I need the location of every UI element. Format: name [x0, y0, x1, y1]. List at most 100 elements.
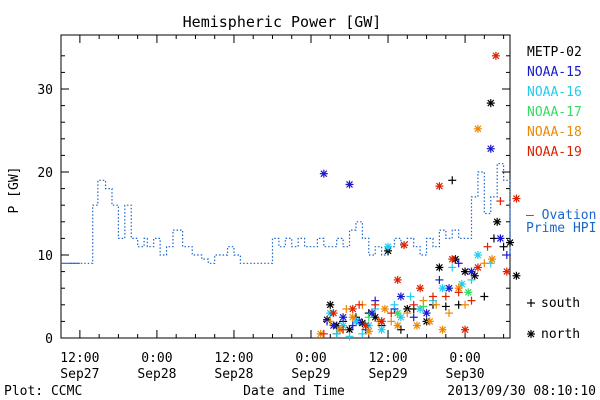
point-noaa-18-north: [412, 321, 421, 330]
x-tick-label-date: Sep29: [368, 367, 407, 382]
x-tick-label-date: Sep30: [446, 367, 485, 382]
point-noaa-18-south: [461, 300, 470, 309]
point-noaa-19-south: [319, 329, 328, 338]
footer-left: Plot: CCMC: [4, 384, 82, 399]
point-noaa-16-south: [448, 263, 457, 272]
point-noaa-15-north: [496, 234, 505, 243]
point-noaa-19-south: [409, 300, 418, 309]
point-noaa-18-south: [419, 296, 428, 305]
point-noaa-18-south: [480, 259, 489, 268]
legend-item-metp-02: METP-02: [527, 45, 582, 60]
point-metp-02-south: [480, 292, 489, 301]
point-noaa-16-north: [438, 284, 447, 293]
x-tick-label-time: 12:00: [368, 351, 407, 366]
point-metp-02-north: [326, 300, 335, 309]
point-metp-02-north: [486, 99, 495, 108]
legend-item-noaa-15: NOAA-15: [527, 65, 582, 80]
point-metp-02-north: [512, 271, 521, 280]
y-tick-label: 30: [37, 83, 53, 98]
point-noaa-16-south: [345, 332, 354, 341]
point-noaa-19-north: [329, 309, 338, 318]
point-noaa-15-south: [348, 321, 357, 330]
point-metp-02-north: [435, 263, 444, 272]
point-noaa-16-south: [467, 275, 476, 284]
legend-item-noaa-16: NOAA-16: [527, 85, 582, 100]
marker-legend-north: north: [527, 327, 580, 342]
point-noaa-18-south: [326, 317, 335, 326]
point-metp-02-south: [441, 302, 450, 311]
plot-frame: [60, 34, 511, 339]
point-noaa-19-north: [448, 255, 457, 264]
legend: METP-02 NOAA-15 NOAA-16 NOAA-17 NOAA-18 NOAA-…: [527, 45, 582, 160]
point-noaa-16-north: [384, 242, 393, 251]
point-noaa-16-north: [351, 317, 360, 326]
x-tick-label-time: 0:00: [295, 351, 326, 366]
y-axis-label: P [GW]: [7, 167, 22, 214]
point-noaa-16-north: [473, 251, 482, 259]
point-noaa-15-south: [454, 259, 463, 268]
point-noaa-18-north: [380, 304, 389, 313]
point-noaa-15-north: [422, 309, 431, 318]
point-noaa-17-south: [364, 313, 373, 322]
legend-item-noaa-17: NOAA-17: [527, 105, 582, 120]
point-noaa-18-north: [438, 325, 447, 334]
point-noaa-18-south: [387, 317, 396, 326]
point-noaa-19-north: [461, 325, 470, 334]
point-noaa-19-south: [483, 242, 492, 251]
point-noaa-18-north: [425, 317, 434, 326]
point-noaa-15-north: [396, 292, 405, 301]
point-noaa-19-north: [512, 194, 521, 203]
y-tick-label: 20: [37, 166, 53, 181]
legend-item-noaa-18: NOAA-18: [527, 125, 582, 140]
marker-legend-label: north: [541, 327, 580, 342]
point-noaa-15-north: [345, 180, 354, 189]
ovation-label-line2: Prime HPI: [526, 221, 596, 236]
point-noaa-15-north: [486, 144, 495, 153]
point-noaa-19-south: [339, 325, 348, 334]
point-noaa-15-south: [435, 275, 444, 284]
point-metp-02-south: [499, 242, 508, 251]
ovation-label: — Ovation: [526, 208, 596, 223]
point-noaa-19-south: [441, 292, 450, 301]
point-noaa-19-north: [491, 51, 500, 60]
y-tick-label: 0: [45, 332, 53, 347]
point-noaa-15-north: [329, 321, 338, 330]
ovation-hpi-line: [70, 163, 511, 264]
point-noaa-19-north: [377, 317, 386, 326]
marker-legend-south: south: [527, 296, 580, 311]
point-metp-02-north: [493, 217, 502, 226]
point-noaa-16-north: [457, 280, 466, 289]
point-noaa-19-south: [467, 296, 476, 305]
point-noaa-18-north: [364, 327, 373, 336]
marker-legend-label: south: [541, 296, 580, 311]
legend-item-noaa-19: NOAA-19: [527, 145, 582, 160]
x-axis-label: Date and Time: [243, 384, 345, 399]
x-tick-label-date: Sep28: [137, 367, 176, 382]
y-axis: 0 10 20 30: [37, 55, 510, 347]
chart-title: Hemispheric Power [GW]: [183, 13, 382, 31]
point-noaa-15-north: [367, 309, 376, 318]
y-tick-label: 10: [37, 249, 53, 264]
data-points: [316, 51, 521, 341]
x-axis: 12:00Sep270:00Sep2812:00Sep280:00Sep2912…: [60, 35, 505, 382]
point-noaa-19-south: [371, 300, 380, 309]
marker-legend: south north: [527, 296, 580, 342]
point-noaa-19-north: [473, 263, 482, 272]
point-noaa-18-south: [445, 309, 454, 318]
point-noaa-15-south: [409, 313, 418, 322]
x-tick-label-time: 0:00: [141, 351, 172, 366]
point-noaa-18-north: [488, 255, 497, 264]
x-tick-label-time: 0:00: [449, 351, 480, 366]
point-noaa-16-south: [406, 292, 415, 301]
point-noaa-18-south: [432, 300, 441, 309]
point-noaa-15-north: [467, 267, 476, 276]
point-metp-02-north: [470, 271, 479, 280]
point-noaa-19-north: [400, 241, 409, 250]
point-noaa-15-north: [319, 169, 328, 178]
point-metp-02-north: [461, 267, 470, 276]
point-noaa-18-south: [403, 309, 412, 318]
footer-timestamp: 2013/09/30 08:10:10: [447, 384, 596, 399]
point-metp-02-south: [396, 325, 405, 334]
point-noaa-15-north: [339, 313, 348, 322]
